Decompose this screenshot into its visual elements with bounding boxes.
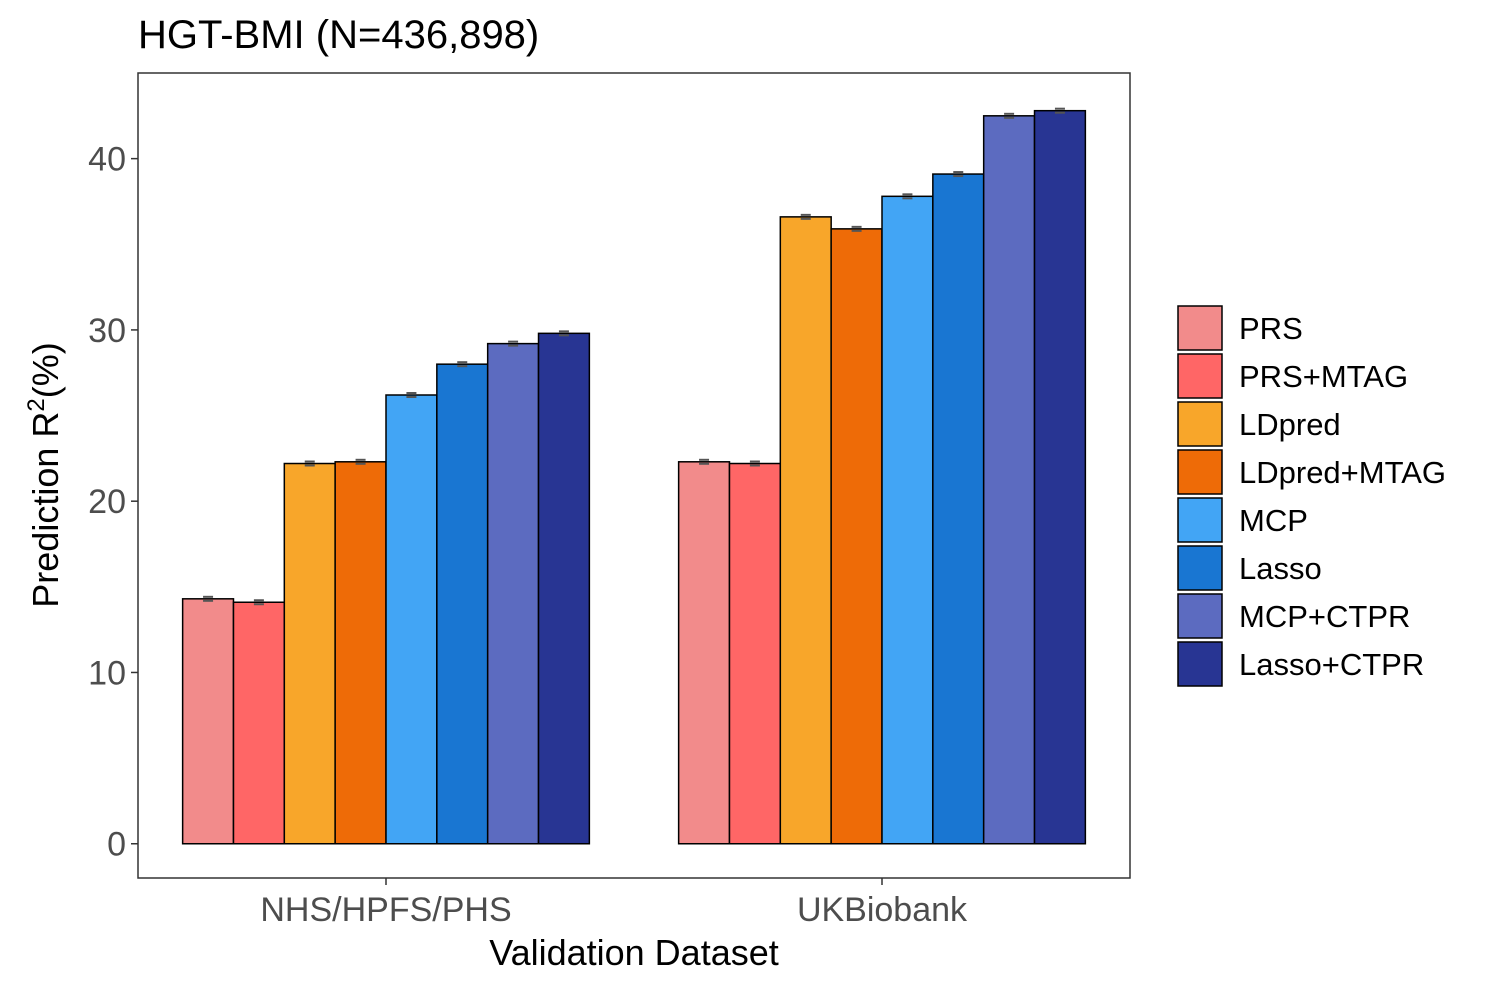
y-tick-label: 30 [88, 312, 126, 350]
legend-swatch [1177, 593, 1223, 639]
bar [881, 195, 934, 845]
y-axis: 0 10 20 30 40 [88, 141, 138, 864]
legend-label: PRS+MTAG [1239, 359, 1408, 394]
bar [436, 363, 489, 845]
legend-swatch [1177, 497, 1223, 543]
x-tick-label: UKBiobank [797, 891, 968, 929]
y-axis-title-main: Prediction R [25, 412, 66, 608]
bar [677, 461, 731, 845]
legend-swatch [1177, 305, 1223, 351]
bar [1033, 109, 1087, 845]
x-tick-label: NHS/HPFS/PHS [260, 891, 511, 929]
bar [181, 598, 235, 845]
bar [728, 462, 782, 845]
legend-label: LDpred [1239, 407, 1341, 442]
y-tick-label: 0 [107, 826, 126, 864]
y-tick-label: 40 [88, 141, 126, 179]
legend-swatch [1177, 641, 1223, 687]
y-axis-title: Prediction R2(%) [23, 342, 66, 607]
legend-swatch [1177, 545, 1223, 591]
bar [385, 394, 438, 845]
bar [779, 216, 832, 845]
y-axis-title-superscript: 2 [23, 398, 50, 411]
chart-title: HGT-BMI (N=436,898) [138, 13, 539, 57]
y-axis-title-tail: (%) [25, 342, 66, 398]
y-tick-label: 10 [88, 654, 126, 692]
error-bars [203, 107, 1065, 606]
x-axis: NHS/HPFS/PHS UKBiobank [260, 878, 968, 929]
legend: PRS PRS+MTAG LDpred LDpred+MTAG MCP Lasso MCP+… [1177, 305, 1446, 687]
bar [537, 332, 591, 845]
legend-swatch [1177, 353, 1223, 399]
bar [283, 462, 336, 845]
legend-label: Lasso [1239, 551, 1322, 586]
legend-label: PRS [1239, 311, 1303, 346]
legend-swatch [1177, 449, 1223, 495]
legend-label: LDpred+MTAG [1239, 455, 1446, 490]
bar [486, 342, 540, 845]
bar [232, 601, 286, 845]
bar [334, 461, 387, 845]
y-tick-label: 20 [88, 483, 126, 521]
bar [982, 115, 1036, 845]
legend-label: MCP+CTPR [1239, 599, 1410, 634]
x-axis-title: Validation Dataset [489, 932, 779, 973]
legend-label: Lasso+CTPR [1239, 647, 1424, 682]
bars [181, 109, 1087, 845]
bar [932, 173, 985, 845]
legend-swatch [1177, 401, 1223, 447]
bar [830, 228, 883, 845]
legend-label: MCP [1239, 503, 1308, 538]
